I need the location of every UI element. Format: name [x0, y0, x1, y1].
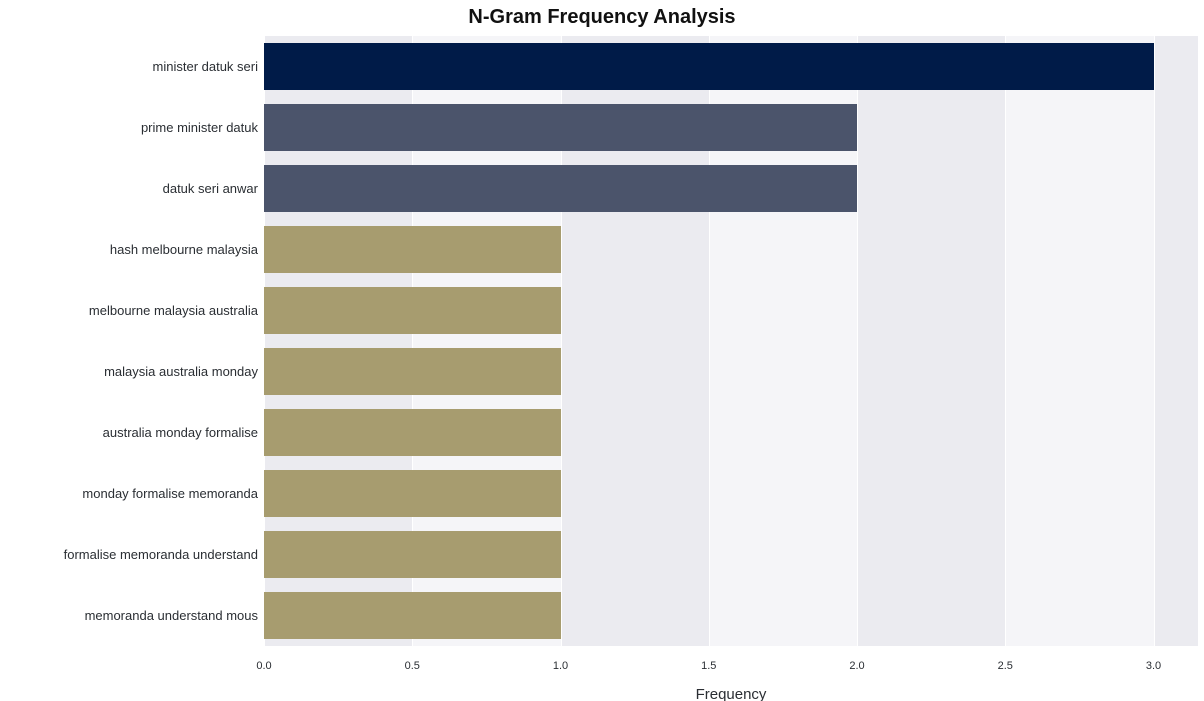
bar	[264, 470, 561, 518]
bar-row: monday formalise memoranda	[264, 470, 1198, 518]
plot-area: minister datuk seri prime minister datuk d…	[264, 36, 1198, 646]
y-tick-label: australia monday formalise	[103, 409, 264, 457]
y-tick-label: datuk seri anwar	[163, 165, 264, 213]
y-tick-label: minister datuk seri	[153, 43, 264, 91]
chart-title: N-Gram Frequency Analysis	[0, 6, 1204, 29]
x-axis-label: Frequency	[264, 686, 1198, 701]
bar-row: melbourne malaysia australia	[264, 287, 1198, 335]
bar-row: hash melbourne malaysia	[264, 226, 1198, 274]
x-tick-label: 1.0	[553, 660, 568, 672]
bar	[264, 287, 561, 335]
x-tick-label: 3.0	[1146, 660, 1161, 672]
y-tick-label: monday formalise memoranda	[82, 470, 264, 518]
bar	[264, 592, 561, 640]
x-tick-label: 0.0	[256, 660, 271, 672]
bar	[264, 531, 561, 579]
bar-row: formalise memoranda understand	[264, 531, 1198, 579]
bars-layer: minister datuk seri prime minister datuk d…	[264, 36, 1198, 646]
y-tick-label: hash melbourne malaysia	[110, 226, 264, 274]
bar	[264, 104, 857, 152]
bar	[264, 226, 561, 274]
bar-row: minister datuk seri	[264, 43, 1198, 91]
x-tick-label: 2.5	[998, 660, 1013, 672]
y-tick-label: melbourne malaysia australia	[89, 287, 264, 335]
bar-row: memoranda understand mous	[264, 592, 1198, 640]
bar	[264, 165, 857, 213]
bar	[264, 348, 561, 396]
bar-row: prime minister datuk	[264, 104, 1198, 152]
y-tick-label: malaysia australia monday	[104, 348, 264, 396]
x-tick-label: 1.5	[701, 660, 716, 672]
bar	[264, 409, 561, 457]
bar-row: australia monday formalise	[264, 409, 1198, 457]
bar-row: malaysia australia monday	[264, 348, 1198, 396]
y-tick-label: formalise memoranda understand	[64, 531, 264, 579]
x-tick-label: 0.5	[405, 660, 420, 672]
ngram-frequency-chart: N-Gram Frequency Analysis minister datuk…	[0, 0, 1204, 701]
x-tick-label: 2.0	[849, 660, 864, 672]
bar	[264, 43, 1154, 91]
y-tick-label: memoranda understand mous	[85, 592, 264, 640]
bar-row: datuk seri anwar	[264, 165, 1198, 213]
y-tick-label: prime minister datuk	[141, 104, 264, 152]
